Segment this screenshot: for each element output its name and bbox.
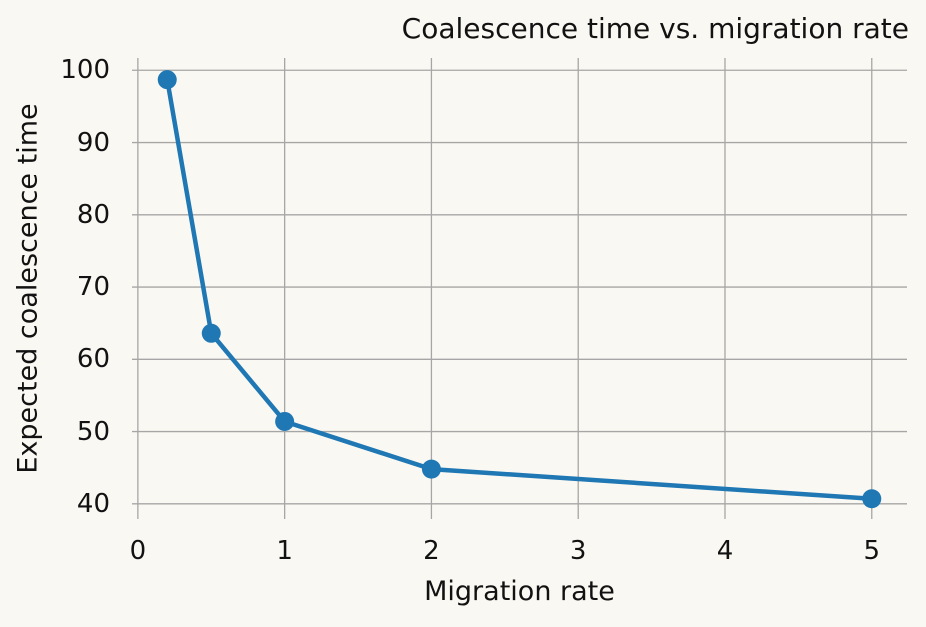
x-tick-label: 4 [716,536,734,566]
y-tick-label: 60 [76,344,110,375]
y-tick-label: 40 [76,488,110,519]
y-tick-label: 90 [76,127,110,158]
data-point [275,411,295,431]
data-point [421,459,441,479]
x-tick-label: 3 [569,536,587,566]
data-point [201,323,221,343]
data-point [157,70,177,90]
x-axis-label: Migration rate [424,576,615,607]
y-tick-label: 80 [76,199,110,230]
x-tick-label: 2 [423,536,440,566]
y-tick-label: 70 [76,272,110,303]
plot-area [132,58,907,519]
data-point [862,489,882,509]
chart-title: Coalescence time vs. migration rate [401,12,909,45]
x-tick-label: 0 [129,536,147,566]
x-tick-label: 5 [863,536,881,566]
y-tick-label: 50 [76,416,110,447]
x-tick-label: 1 [276,536,293,566]
y-tick-label: 100 [60,55,110,86]
